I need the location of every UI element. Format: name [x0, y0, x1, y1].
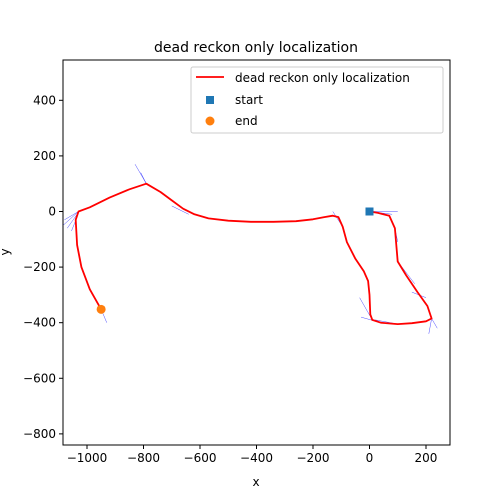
legend-entry-line: dead reckon only localization	[235, 71, 410, 85]
heading-rays	[62, 164, 438, 334]
y-tick-label: 200	[33, 149, 56, 163]
series-line-trajectory	[74, 182, 433, 326]
axes: −1000 −800 −600 −400 −200 0 200 400 200 0 −200 −400…	[23, 59, 451, 465]
markers	[96, 207, 374, 314]
y-tick-label: −800	[23, 427, 56, 441]
end-marker	[96, 304, 106, 314]
x-tick-label: −400	[240, 451, 273, 465]
y-tick-label: −600	[23, 371, 56, 385]
legend: dead reckon only localization start end	[190, 66, 444, 134]
x-tick-label: 0	[366, 451, 374, 465]
trajectory-line	[74, 182, 433, 326]
heading-ray	[140, 172, 147, 184]
chart-title: dead reckon only localization	[154, 40, 358, 56]
heading-ray	[171, 205, 189, 215]
heading-ray	[62, 211, 79, 226]
x-tick-label: −200	[297, 451, 330, 465]
x-tick-label: 200	[415, 451, 438, 465]
heading-ray	[67, 214, 78, 229]
y-tick-label: 0	[48, 204, 56, 218]
x-tick-label: −600	[184, 451, 217, 465]
y-tick-label: −200	[23, 260, 56, 274]
legend-box	[190, 66, 444, 134]
x-tick-label: −800	[127, 451, 160, 465]
start-marker	[365, 207, 374, 216]
x-axis-label: x	[252, 475, 259, 489]
y-axis-label: y	[0, 248, 12, 255]
heading-ray	[64, 211, 79, 221]
heading-ray	[428, 318, 432, 334]
y-tick-label: 400	[33, 93, 56, 107]
heading-ray	[431, 318, 438, 329]
legend-square-swatch	[206, 96, 214, 104]
legend-entry-end: end	[235, 114, 258, 128]
y-tick-label: −400	[23, 316, 56, 330]
legend-circle-swatch	[205, 116, 215, 126]
x-tick-label: −1000	[67, 451, 108, 465]
legend-entry-start: start	[235, 93, 263, 107]
